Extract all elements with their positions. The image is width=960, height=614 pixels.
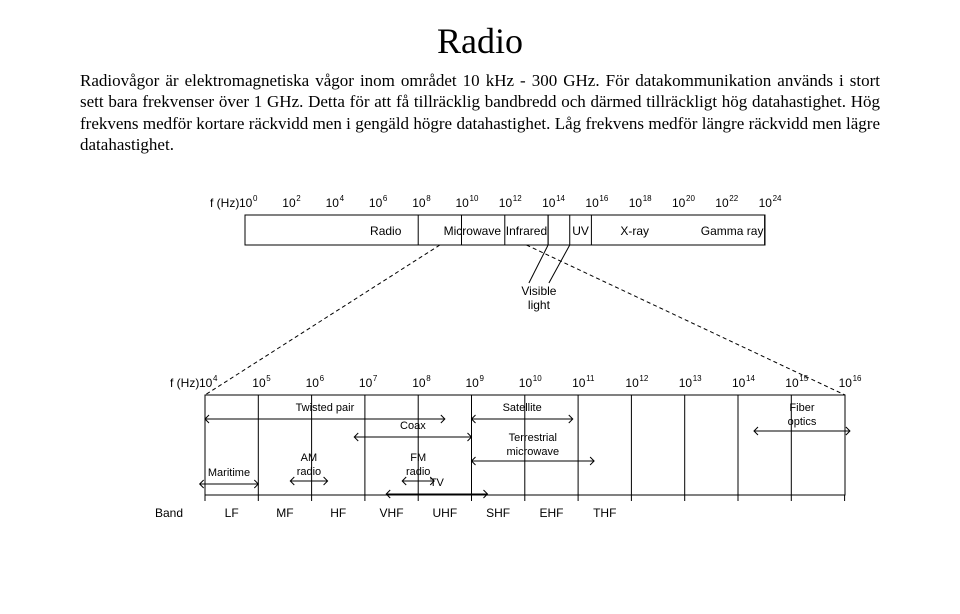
spectrum-diagram: f (Hz)1001021041061081010101210141016101… bbox=[70, 185, 890, 545]
svg-text:2: 2 bbox=[296, 194, 301, 203]
svg-text:10: 10 bbox=[585, 196, 599, 210]
svg-text:10: 10 bbox=[759, 196, 773, 210]
svg-text:light: light bbox=[528, 298, 551, 312]
svg-text:10: 10 bbox=[629, 196, 643, 210]
svg-text:15: 15 bbox=[799, 374, 808, 383]
svg-text:10: 10 bbox=[672, 196, 686, 210]
svg-text:Gamma ray: Gamma ray bbox=[701, 224, 764, 238]
svg-text:Radio: Radio bbox=[370, 224, 402, 238]
svg-text:10: 10 bbox=[625, 376, 639, 390]
svg-text:Infrared: Infrared bbox=[506, 224, 547, 238]
svg-text:10: 10 bbox=[785, 376, 799, 390]
svg-text:LF: LF bbox=[225, 506, 239, 520]
svg-text:10: 10 bbox=[679, 376, 693, 390]
svg-text:9: 9 bbox=[480, 374, 485, 383]
svg-text:10: 10 bbox=[466, 376, 480, 390]
svg-text:10: 10 bbox=[239, 196, 253, 210]
svg-text:10: 10 bbox=[533, 374, 542, 383]
svg-text:Maritime: Maritime bbox=[208, 467, 250, 479]
svg-text:14: 14 bbox=[556, 194, 565, 203]
svg-text:10: 10 bbox=[470, 194, 479, 203]
svg-text:10: 10 bbox=[519, 376, 533, 390]
svg-text:10: 10 bbox=[456, 196, 470, 210]
svg-text:10: 10 bbox=[715, 196, 729, 210]
svg-text:10: 10 bbox=[412, 376, 426, 390]
svg-text:12: 12 bbox=[639, 374, 648, 383]
svg-text:UV: UV bbox=[572, 224, 589, 238]
svg-text:THF: THF bbox=[593, 506, 616, 520]
svg-text:16: 16 bbox=[599, 194, 608, 203]
svg-text:20: 20 bbox=[686, 194, 695, 203]
svg-text:24: 24 bbox=[773, 194, 782, 203]
page-title: Radio bbox=[40, 20, 920, 62]
svg-text:f (Hz): f (Hz) bbox=[210, 196, 239, 210]
svg-text:radio: radio bbox=[297, 466, 321, 478]
svg-text:10: 10 bbox=[306, 376, 320, 390]
svg-text:VHF: VHF bbox=[380, 506, 404, 520]
svg-text:Satellite: Satellite bbox=[503, 402, 542, 414]
svg-text:FM: FM bbox=[410, 452, 426, 464]
svg-text:12: 12 bbox=[513, 194, 522, 203]
svg-text:EHF: EHF bbox=[539, 506, 563, 520]
svg-text:Visible: Visible bbox=[521, 284, 556, 298]
svg-text:10: 10 bbox=[326, 196, 340, 210]
svg-text:10: 10 bbox=[369, 196, 383, 210]
svg-text:AM: AM bbox=[301, 452, 318, 464]
intro-paragraph: Radiovågor är elektromagnetiska vågor in… bbox=[80, 70, 880, 155]
svg-text:7: 7 bbox=[373, 374, 378, 383]
svg-text:10: 10 bbox=[282, 196, 296, 210]
svg-text:4: 4 bbox=[340, 194, 345, 203]
svg-text:microwave: microwave bbox=[507, 446, 560, 458]
svg-text:Twisted pair: Twisted pair bbox=[296, 402, 355, 414]
svg-text:11: 11 bbox=[586, 374, 595, 383]
svg-text:radio: radio bbox=[406, 466, 430, 478]
svg-text:10: 10 bbox=[412, 196, 426, 210]
svg-text:optics: optics bbox=[788, 416, 817, 428]
svg-text:5: 5 bbox=[266, 374, 271, 383]
svg-text:6: 6 bbox=[320, 374, 325, 383]
svg-text:8: 8 bbox=[426, 194, 431, 203]
svg-text:18: 18 bbox=[643, 194, 652, 203]
svg-text:10: 10 bbox=[252, 376, 266, 390]
svg-text:22: 22 bbox=[729, 194, 738, 203]
svg-text:4: 4 bbox=[213, 374, 218, 383]
svg-text:8: 8 bbox=[426, 374, 431, 383]
svg-text:X-ray: X-ray bbox=[620, 224, 649, 238]
svg-text:Terrestrial: Terrestrial bbox=[509, 432, 557, 444]
svg-text:SHF: SHF bbox=[486, 506, 510, 520]
svg-text:16: 16 bbox=[853, 374, 862, 383]
svg-text:10: 10 bbox=[359, 376, 373, 390]
svg-text:Fiber: Fiber bbox=[789, 402, 814, 414]
svg-text:10: 10 bbox=[732, 376, 746, 390]
svg-text:MF: MF bbox=[276, 506, 293, 520]
svg-text:f (Hz): f (Hz) bbox=[170, 376, 199, 390]
svg-text:10: 10 bbox=[499, 196, 513, 210]
svg-text:10: 10 bbox=[572, 376, 586, 390]
svg-text:14: 14 bbox=[746, 374, 755, 383]
svg-text:Band: Band bbox=[155, 506, 183, 520]
svg-text:HF: HF bbox=[330, 506, 346, 520]
svg-text:UHF: UHF bbox=[433, 506, 458, 520]
svg-text:6: 6 bbox=[383, 194, 388, 203]
svg-text:TV: TV bbox=[430, 477, 445, 489]
svg-text:Coax: Coax bbox=[400, 420, 426, 432]
svg-text:Microwave: Microwave bbox=[444, 224, 502, 238]
svg-text:10: 10 bbox=[542, 196, 556, 210]
svg-text:13: 13 bbox=[693, 374, 702, 383]
svg-text:10: 10 bbox=[199, 376, 213, 390]
svg-text:10: 10 bbox=[839, 376, 853, 390]
svg-text:0: 0 bbox=[253, 194, 258, 203]
